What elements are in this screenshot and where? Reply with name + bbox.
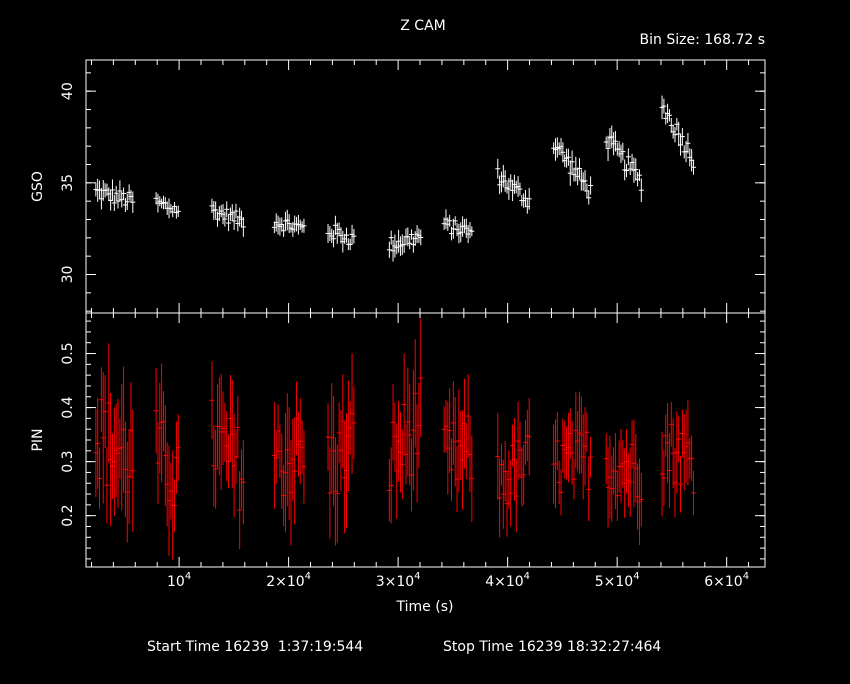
panel-frame (85, 312, 766, 568)
y-axis-label: PIN (30, 428, 46, 451)
x-tick-label: 5×104 (595, 571, 640, 590)
y-tick-label: 35 (60, 174, 76, 192)
y-tick-label: 30 (60, 266, 76, 284)
x-tick-label: 4×104 (485, 571, 530, 590)
y-tick-label: 40 (60, 82, 76, 100)
chart-title: Z CAM (400, 18, 445, 34)
x-tick-label: 104 (167, 571, 191, 590)
y-axis-label: GSO (30, 171, 46, 202)
x-tick-label: 2×104 (266, 571, 311, 590)
gso-panel: 30 35 40 GSO (30, 59, 766, 314)
pin-panel: 0.2 0.3 0.4 0.5 PIN (30, 312, 766, 568)
stop-time-label: Stop Time 16239 18:32:27:464 (443, 639, 661, 655)
y-tick-label: 0.4 (60, 396, 76, 418)
y-tick-label: 0.2 (60, 505, 76, 527)
x-tick-label: 6×104 (704, 571, 749, 590)
y-tick-label: 0.5 (60, 342, 76, 364)
x-tick-label: 3×104 (376, 571, 421, 590)
x-axis: 104 2×104 3×104 4×104 5×104 6×104 (167, 571, 749, 590)
x-axis-label: Time (s) (396, 599, 454, 615)
chart-subtitle: Bin Size: 168.72 s (640, 32, 765, 48)
y-tick-label: 0.3 (60, 450, 76, 472)
start-time-label: Start Time 16239 1:37:19:544 (147, 639, 363, 655)
panel-frame (85, 59, 766, 314)
